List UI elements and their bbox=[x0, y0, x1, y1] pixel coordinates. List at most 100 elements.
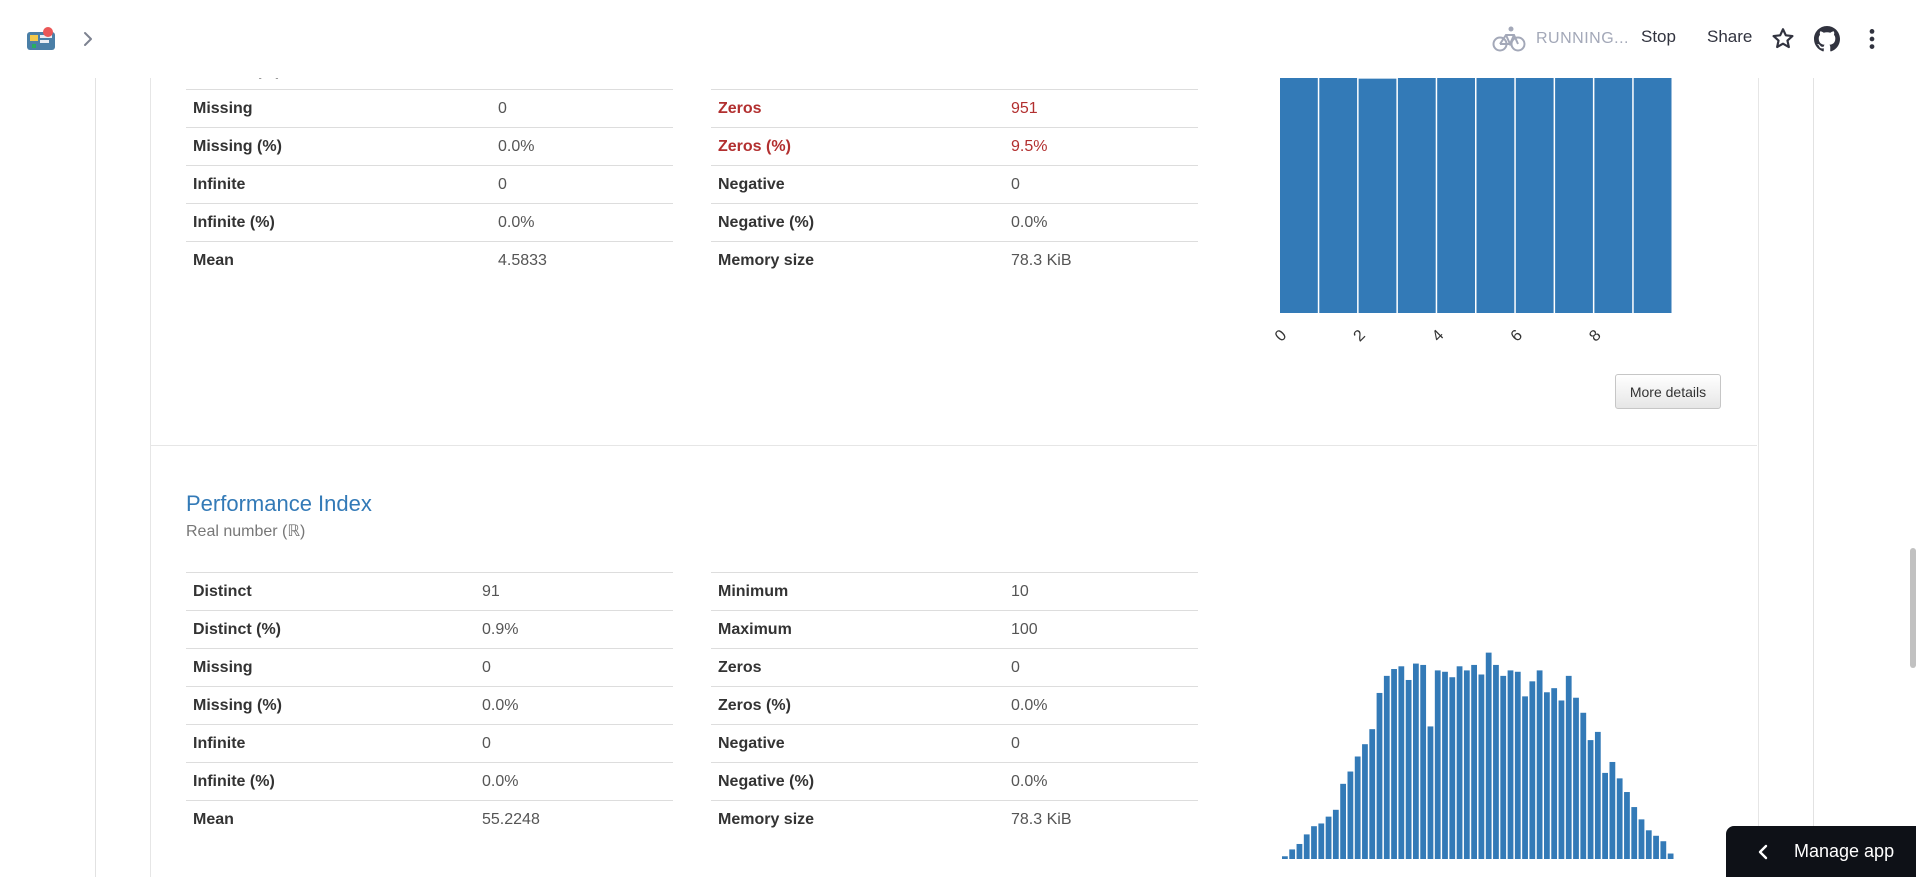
variable-title[interactable]: Performance Index bbox=[186, 491, 372, 516]
histogram-bar bbox=[1391, 669, 1397, 859]
stat-row: Distinct 91 bbox=[186, 572, 673, 611]
histogram-bar bbox=[1383, 675, 1390, 859]
stat-value: 0 bbox=[475, 648, 673, 687]
stat-row: Zeros (%) 9.5% bbox=[711, 127, 1198, 166]
stat-row: Infinite 0 bbox=[186, 724, 673, 763]
stat-value: 0.0% bbox=[475, 762, 673, 801]
manage-app-button[interactable]: Manage app bbox=[1726, 826, 1916, 877]
app-logo-icon[interactable] bbox=[26, 26, 56, 52]
stat-row: Zeros 0 bbox=[711, 648, 1198, 687]
stat-label: Zeros bbox=[711, 89, 1004, 128]
github-icon[interactable] bbox=[1814, 26, 1840, 52]
stat-value: 0.0% bbox=[491, 203, 673, 242]
histogram-bar bbox=[1319, 66, 1358, 313]
stat-row: Memory size 78.3 KiB bbox=[711, 241, 1198, 279]
scrollbar-thumb[interactable] bbox=[1910, 548, 1916, 668]
histogram-bar bbox=[1478, 674, 1485, 859]
variable-2-stats-right: Minimum 10 Maximum 100 Zeros 0 Zeros (%) 0.0% Ne… bbox=[711, 572, 1198, 838]
more-menu-icon[interactable] bbox=[1859, 26, 1885, 52]
variable-2-stats-left: Distinct 91 Distinct (%) 0.9% Missing 0 Missin… bbox=[186, 572, 673, 838]
histogram-bar bbox=[1609, 761, 1616, 859]
stat-value: 91 bbox=[475, 572, 673, 611]
histogram-bar bbox=[1544, 692, 1550, 859]
stat-label: Maximum bbox=[711, 610, 1004, 649]
variable-type: Real number (ℝ) bbox=[186, 523, 306, 540]
histogram-bar bbox=[1437, 71, 1475, 313]
histogram-bar bbox=[1551, 688, 1558, 859]
histogram-bar bbox=[1311, 826, 1317, 859]
histogram-bar bbox=[1413, 663, 1419, 859]
stat-value: 0.0% bbox=[491, 127, 673, 166]
histogram-tick-label: 0 bbox=[1272, 327, 1290, 345]
stat-value: 0 bbox=[491, 165, 673, 204]
histogram-bar bbox=[1633, 53, 1672, 313]
stat-value: 4.5833 bbox=[491, 241, 673, 279]
stat-row: Zeros 951 bbox=[711, 89, 1198, 128]
histogram-bar bbox=[1638, 819, 1645, 859]
histogram-bar bbox=[1358, 78, 1397, 313]
stat-value: 78.3 KiB bbox=[1004, 800, 1198, 838]
histogram-bar bbox=[1565, 675, 1572, 859]
histogram-bar bbox=[1347, 771, 1354, 859]
stat-row: Maximum 100 bbox=[711, 610, 1198, 649]
stat-row: Missing (%) 0.0% bbox=[186, 127, 673, 166]
stat-value: 0 bbox=[1004, 165, 1198, 204]
stat-row: Mean 4.5833 bbox=[186, 241, 673, 279]
stat-label: Zeros (%) bbox=[711, 127, 1004, 166]
histogram-bar bbox=[1340, 783, 1346, 859]
stat-row: Negative 0 bbox=[711, 165, 1198, 204]
stat-value: 78.3 KiB bbox=[1004, 241, 1198, 279]
histogram-bar bbox=[1653, 835, 1659, 859]
histogram-bar bbox=[1376, 692, 1383, 859]
variable-2-histogram bbox=[1282, 652, 1674, 859]
histogram-bar bbox=[1631, 807, 1638, 859]
histogram-bar bbox=[1318, 823, 1325, 859]
stat-label: Missing (%) bbox=[186, 686, 475, 725]
histogram-bar bbox=[1624, 792, 1630, 859]
stat-label: Infinite bbox=[186, 165, 491, 204]
histogram-bar bbox=[1303, 834, 1310, 859]
histogram-bar bbox=[1427, 726, 1434, 859]
running-status: RUNNING... bbox=[1492, 24, 1629, 54]
stat-row: Distinct (%) 0.9% bbox=[186, 610, 673, 649]
stat-label: Mean bbox=[186, 800, 475, 838]
histogram-bar bbox=[1529, 681, 1536, 859]
stat-row: Negative (%) 0.0% bbox=[711, 762, 1198, 801]
histogram-bar bbox=[1289, 849, 1296, 859]
histogram-bar bbox=[1442, 671, 1448, 859]
stat-label: Zeros bbox=[711, 648, 1004, 687]
histogram-tick-label: 8 bbox=[1586, 327, 1604, 345]
stop-button[interactable]: Stop bbox=[1641, 27, 1676, 46]
histogram-tick-label: 4 bbox=[1429, 327, 1447, 345]
histogram-bar bbox=[1397, 59, 1436, 314]
variable-container bbox=[150, 0, 1759, 877]
histogram-bar bbox=[1493, 664, 1499, 859]
histogram-bar bbox=[1587, 740, 1594, 859]
stat-label: Infinite (%) bbox=[186, 203, 491, 242]
histogram-bar bbox=[1558, 700, 1565, 859]
stat-row: Infinite 0 bbox=[186, 165, 673, 204]
stat-value: 951 bbox=[1004, 89, 1198, 128]
histogram-bar bbox=[1514, 671, 1521, 859]
variable-1-stats-right: Maximum9Zeros951Zeros (%)9.5%Negative0Ne… bbox=[711, 51, 1198, 279]
stat-row: Infinite (%) 0.0% bbox=[186, 203, 673, 242]
stat-row: Negative 0 bbox=[711, 724, 1198, 763]
stat-row: Missing (%) 0.0% bbox=[186, 686, 673, 725]
star-icon[interactable] bbox=[1770, 26, 1796, 52]
stat-value: 55.2248 bbox=[475, 800, 673, 838]
manage-app-label: Manage app bbox=[1794, 841, 1895, 861]
histogram-bar bbox=[1471, 664, 1477, 859]
stat-row: Mean 55.2248 bbox=[186, 800, 673, 838]
variable-1-histogram: 0 2 4 6 8 bbox=[1272, 50, 1672, 345]
share-button[interactable]: Share bbox=[1707, 27, 1753, 46]
expand-sidebar-chevron-icon[interactable] bbox=[78, 28, 98, 50]
histogram-bar bbox=[1354, 756, 1361, 859]
stat-value: 10 bbox=[1004, 572, 1198, 611]
stat-label: Negative (%) bbox=[711, 762, 1004, 801]
stat-label: Zeros (%) bbox=[711, 686, 1004, 725]
histogram-bar bbox=[1420, 664, 1427, 859]
stat-row: Missing 0 bbox=[186, 648, 673, 687]
stat-label: Memory size bbox=[711, 241, 1004, 279]
more-details-button[interactable]: More details bbox=[1615, 374, 1721, 409]
